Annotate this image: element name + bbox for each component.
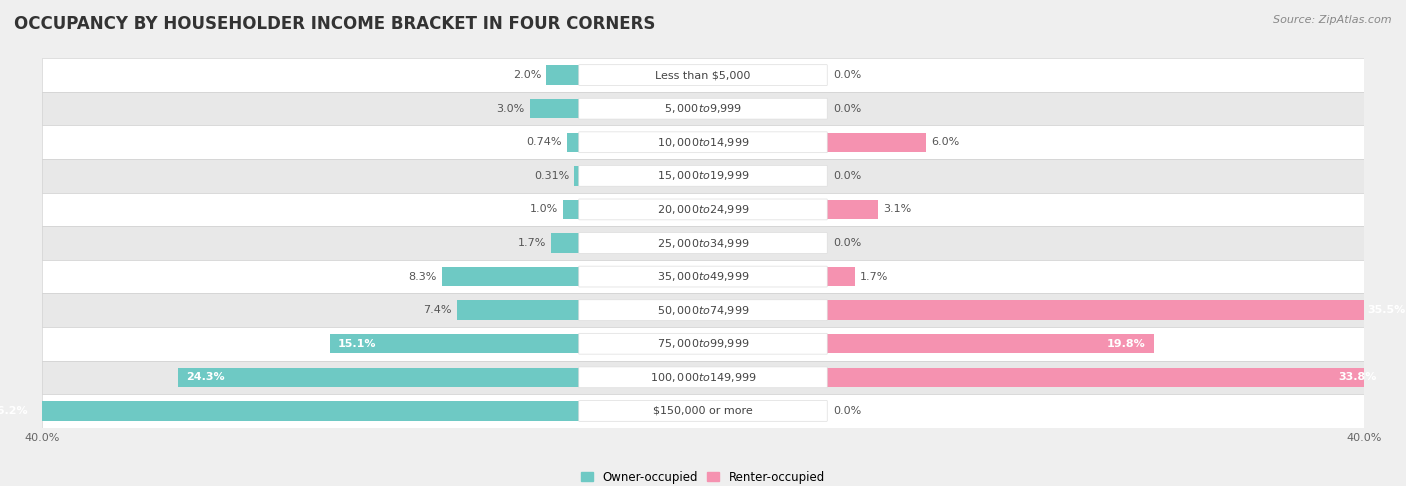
Text: $20,000 to $24,999: $20,000 to $24,999 [657,203,749,216]
Bar [827,133,927,152]
Bar [546,66,579,85]
Text: 2.0%: 2.0% [513,70,541,80]
Bar [42,294,1364,327]
FancyBboxPatch shape [579,300,827,321]
FancyBboxPatch shape [579,400,827,421]
Bar [329,334,579,353]
Text: 0.0%: 0.0% [834,238,862,248]
Text: $25,000 to $34,999: $25,000 to $34,999 [657,237,749,249]
Text: 1.7%: 1.7% [517,238,546,248]
Text: 35.5%: 35.5% [1367,305,1405,315]
Bar [827,267,855,286]
Bar [42,159,1364,192]
Bar [42,327,1364,361]
Text: 24.3%: 24.3% [186,372,225,382]
Bar [457,300,579,320]
Text: 1.7%: 1.7% [860,272,889,281]
Bar [42,260,1364,294]
Text: 0.0%: 0.0% [834,171,862,181]
Text: $15,000 to $19,999: $15,000 to $19,999 [657,169,749,182]
Bar [827,300,1406,320]
Text: 6.0%: 6.0% [931,137,959,147]
Text: 3.0%: 3.0% [496,104,524,114]
Text: $150,000 or more: $150,000 or more [654,406,752,416]
FancyBboxPatch shape [579,266,827,287]
Bar [42,58,1364,92]
Bar [42,92,1364,125]
Text: $35,000 to $49,999: $35,000 to $49,999 [657,270,749,283]
FancyBboxPatch shape [579,165,827,186]
Bar [827,200,879,219]
Text: $50,000 to $74,999: $50,000 to $74,999 [657,304,749,317]
Bar [827,367,1385,387]
Text: Source: ZipAtlas.com: Source: ZipAtlas.com [1274,15,1392,25]
Text: 1.0%: 1.0% [530,205,558,214]
Text: 0.0%: 0.0% [834,104,862,114]
Bar [42,192,1364,226]
FancyBboxPatch shape [579,65,827,86]
Text: $75,000 to $99,999: $75,000 to $99,999 [657,337,749,350]
Bar [42,394,1364,428]
Text: 7.4%: 7.4% [423,305,451,315]
Bar [42,361,1364,394]
Text: 19.8%: 19.8% [1107,339,1146,349]
Bar [441,267,579,286]
Text: 0.0%: 0.0% [834,406,862,416]
FancyBboxPatch shape [579,132,827,153]
Text: 15.1%: 15.1% [337,339,377,349]
Text: $5,000 to $9,999: $5,000 to $9,999 [664,102,742,115]
Text: 33.8%: 33.8% [1339,372,1376,382]
Bar [567,133,579,152]
Bar [562,200,579,219]
Text: Less than $5,000: Less than $5,000 [655,70,751,80]
Bar [574,166,579,186]
Bar [530,99,579,119]
Text: $10,000 to $14,999: $10,000 to $14,999 [657,136,749,149]
Text: 8.3%: 8.3% [409,272,437,281]
FancyBboxPatch shape [579,367,827,388]
Text: 0.74%: 0.74% [526,137,562,147]
FancyBboxPatch shape [579,199,827,220]
Text: 0.0%: 0.0% [834,70,862,80]
Bar [551,233,579,253]
Legend: Owner-occupied, Renter-occupied: Owner-occupied, Renter-occupied [576,466,830,486]
Bar [0,401,579,420]
Bar [42,226,1364,260]
FancyBboxPatch shape [579,333,827,354]
Text: 3.1%: 3.1% [883,205,911,214]
Text: $100,000 to $149,999: $100,000 to $149,999 [650,371,756,384]
Bar [42,125,1364,159]
FancyBboxPatch shape [579,98,827,119]
Bar [827,334,1154,353]
FancyBboxPatch shape [579,233,827,253]
Text: OCCUPANCY BY HOUSEHOLDER INCOME BRACKET IN FOUR CORNERS: OCCUPANCY BY HOUSEHOLDER INCOME BRACKET … [14,15,655,33]
Bar [177,367,579,387]
Text: 0.31%: 0.31% [534,171,569,181]
Text: 36.2%: 36.2% [0,406,28,416]
